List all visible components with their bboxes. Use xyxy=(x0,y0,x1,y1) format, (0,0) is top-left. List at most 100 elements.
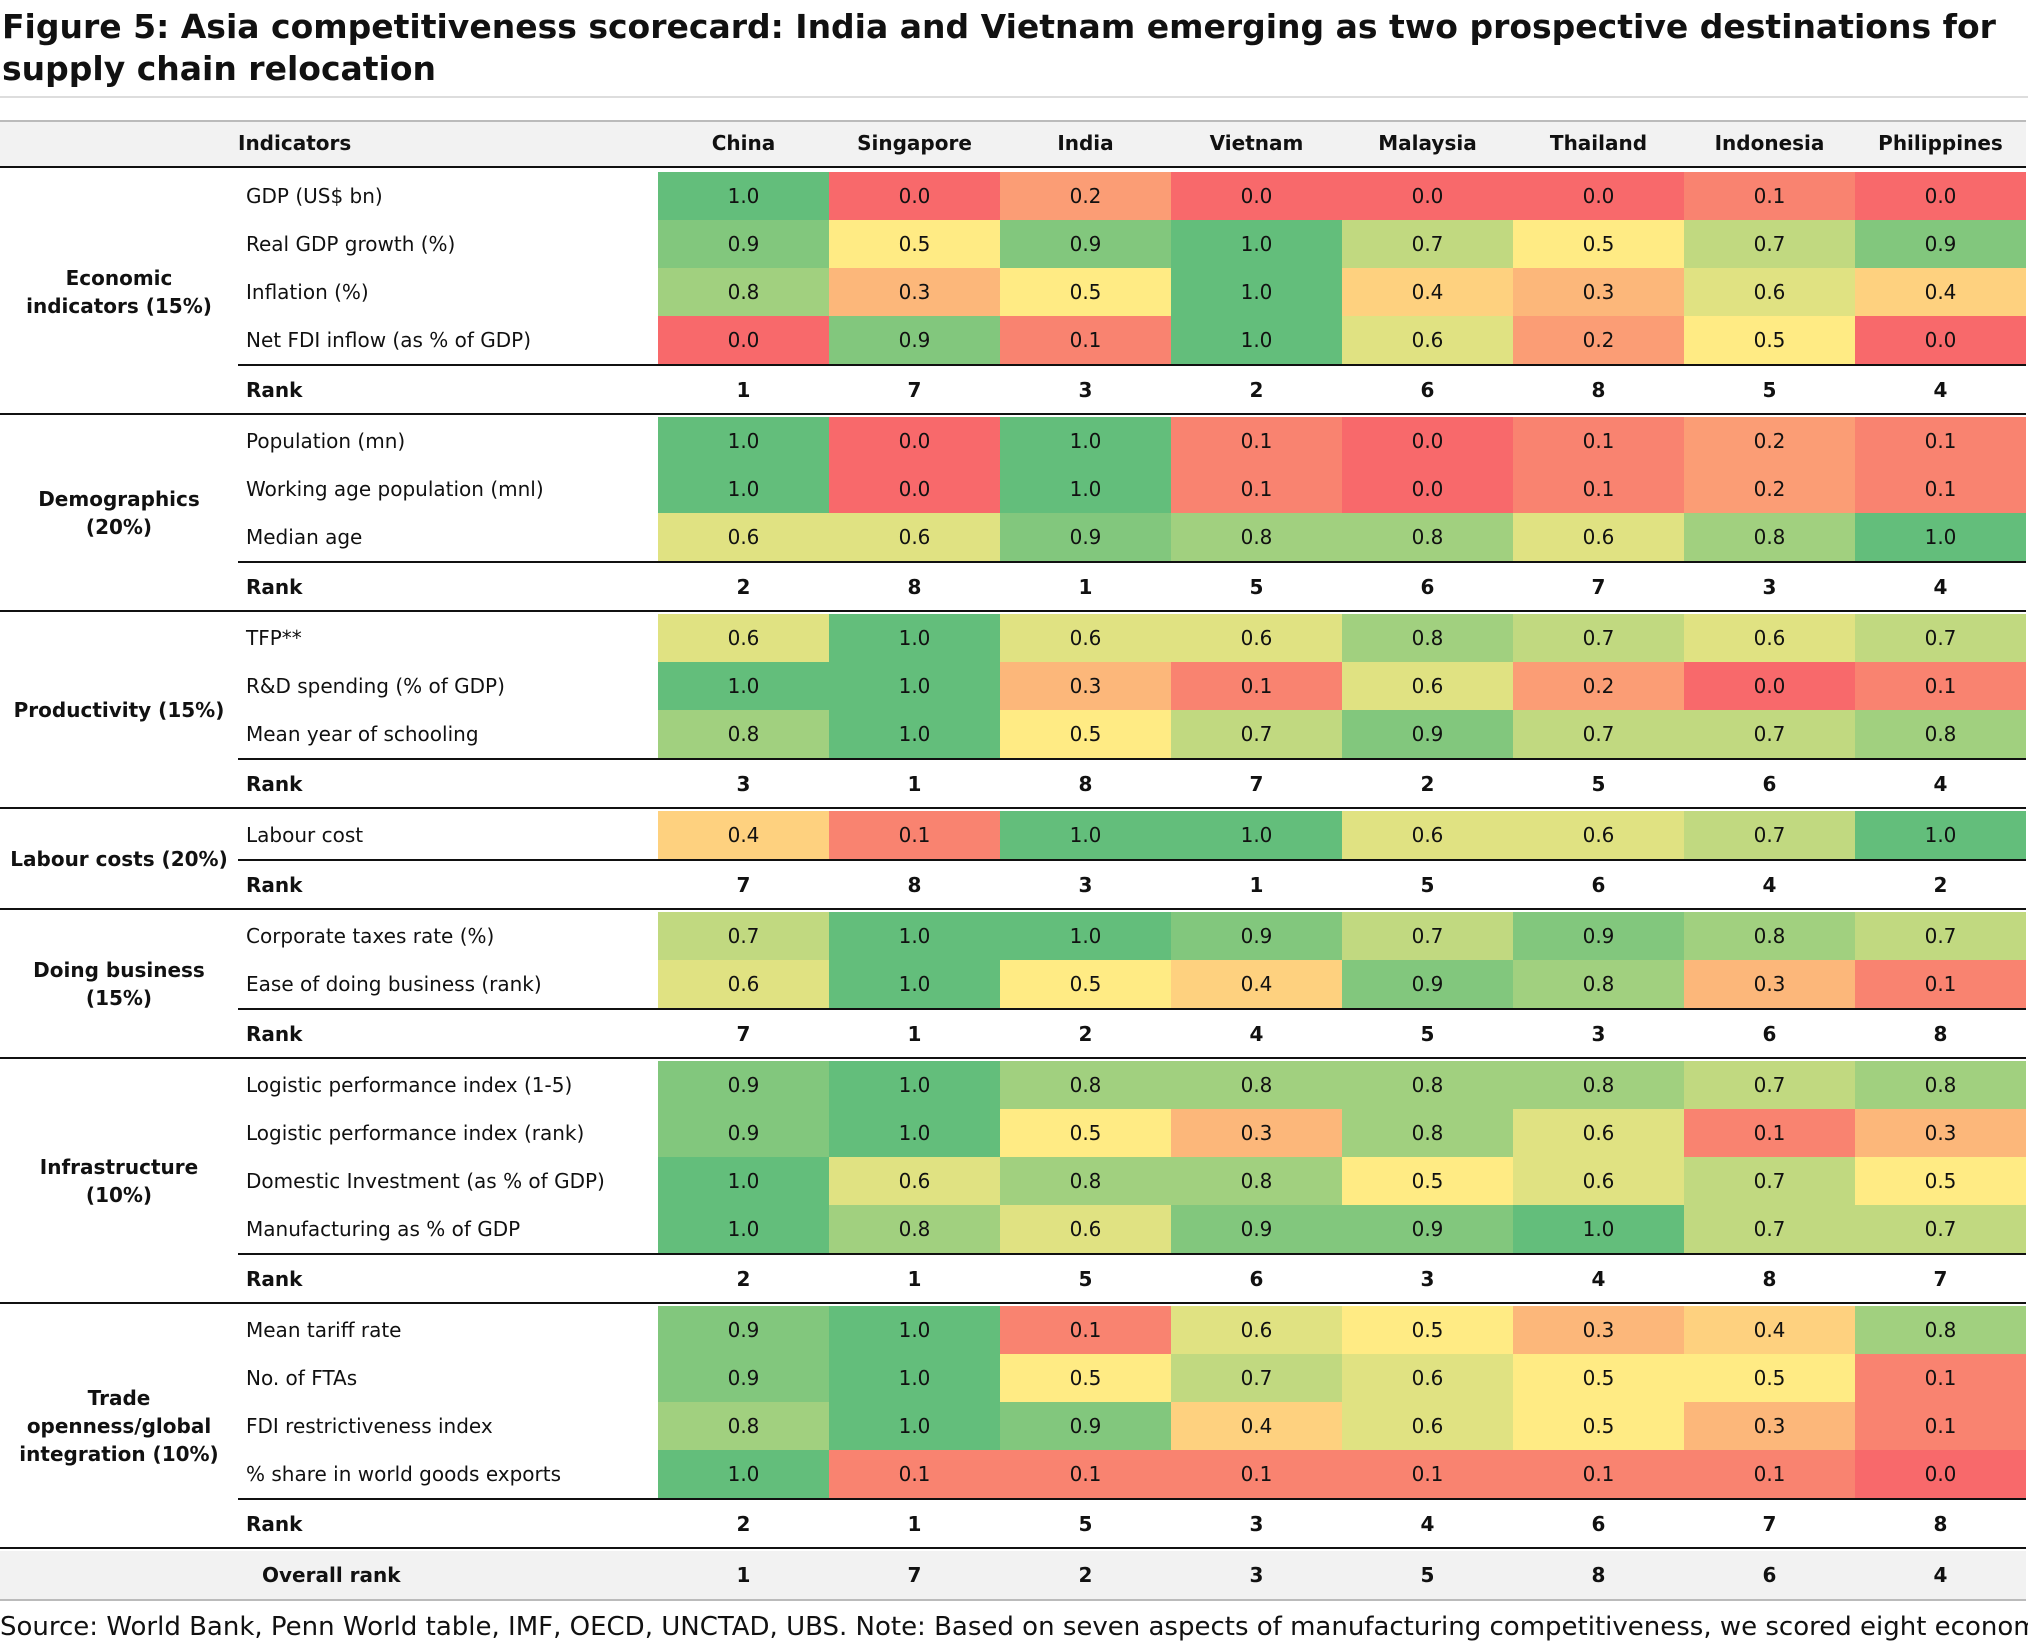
overall-rank: 5 xyxy=(1420,1563,1435,1587)
score-cell: 0.6 xyxy=(1000,1205,1171,1253)
rank-label: Rank xyxy=(246,377,303,402)
score-cell: 0.0 xyxy=(1855,1450,2026,1498)
score-cell: 0.5 xyxy=(1342,1306,1513,1354)
rank-cell: 4 xyxy=(1933,574,1948,599)
score-cell: 0.5 xyxy=(1513,1402,1684,1450)
rank-label: Rank xyxy=(246,1266,303,1291)
score-cell: 0.1 xyxy=(1855,465,2026,513)
score-cell: 0.2 xyxy=(1513,316,1684,364)
group-rule xyxy=(0,1547,2026,1549)
rank-cell: 1 xyxy=(736,377,751,402)
rank-cell: 7 xyxy=(1591,574,1606,599)
score-cell: 0.6 xyxy=(658,614,829,662)
score-cell: 0.0 xyxy=(1171,172,1342,220)
score-cell: 0.2 xyxy=(1684,417,1855,465)
score-cell: 0.9 xyxy=(658,1061,829,1109)
score-cell: 0.9 xyxy=(1000,1402,1171,1450)
score-cell: 0.8 xyxy=(829,1205,1000,1253)
score-cell: 0.5 xyxy=(1513,220,1684,268)
score-cell: 0.4 xyxy=(1171,1402,1342,1450)
indicator-name: Mean year of schooling xyxy=(246,722,479,746)
score-cell: 0.5 xyxy=(1684,316,1855,364)
score-cell: 0.7 xyxy=(1171,1354,1342,1402)
indicator-name: Inflation (%) xyxy=(246,280,369,304)
score-cell: 0.9 xyxy=(658,1306,829,1354)
indicator-name: FDI restrictiveness index xyxy=(246,1414,493,1438)
score-cell: 0.8 xyxy=(1342,614,1513,662)
bottom-rule xyxy=(0,1599,2026,1601)
group-label: Economic indicators (15%) xyxy=(26,265,212,318)
score-cell: 1.0 xyxy=(829,710,1000,758)
rank-cell: 7 xyxy=(1762,1511,1777,1536)
indicator-name: Labour cost xyxy=(246,823,364,847)
rank-cell: 6 xyxy=(1249,1266,1264,1291)
score-cell: 0.6 xyxy=(1513,1157,1684,1205)
score-cell: 0.9 xyxy=(1000,220,1171,268)
score-cell: 0.8 xyxy=(658,268,829,316)
overall-rank: 4 xyxy=(1933,1563,1948,1587)
score-cell: 0.0 xyxy=(829,417,1000,465)
score-cell: 0.4 xyxy=(1342,268,1513,316)
rank-cell: 3 xyxy=(1420,1266,1435,1291)
score-cell: 0.1 xyxy=(1171,417,1342,465)
score-cell: 1.0 xyxy=(1171,316,1342,364)
group-rule xyxy=(0,610,2026,612)
indicator-name: No. of FTAs xyxy=(246,1366,358,1390)
indicator-name: R&D spending (% of GDP) xyxy=(246,674,505,698)
rank-cell: 3 xyxy=(736,771,751,796)
rank-rule xyxy=(238,1253,2026,1255)
title-rule xyxy=(0,96,2028,98)
rank-cell: 6 xyxy=(1591,1511,1606,1536)
score-cell: 0.6 xyxy=(658,513,829,561)
score-cell: 0.5 xyxy=(1000,1109,1171,1157)
score-cell: 0.7 xyxy=(1342,912,1513,960)
rank-rule xyxy=(238,1498,2026,1500)
rank-rule xyxy=(238,561,2026,563)
score-cell: 1.0 xyxy=(1000,811,1171,859)
rank-cell: 8 xyxy=(1591,377,1606,402)
score-cell: 1.0 xyxy=(829,1402,1000,1450)
indicator-name: Logistic performance index (rank) xyxy=(246,1121,585,1145)
score-cell: 0.1 xyxy=(829,811,1000,859)
score-cell: 0.1 xyxy=(1171,662,1342,710)
rank-rule xyxy=(238,758,2026,760)
score-cell: 1.0 xyxy=(1000,417,1171,465)
score-cell: 1.0 xyxy=(829,1354,1000,1402)
score-cell: 0.2 xyxy=(1513,662,1684,710)
score-cell: 0.1 xyxy=(1000,1450,1171,1498)
rank-cell: 1 xyxy=(1249,872,1264,897)
score-cell: 0.6 xyxy=(1342,811,1513,859)
score-cell: 0.7 xyxy=(1684,1205,1855,1253)
score-cell: 1.0 xyxy=(1000,912,1171,960)
rank-cell: 7 xyxy=(736,1021,751,1046)
score-cell: 0.7 xyxy=(1855,614,2026,662)
score-cell: 0.9 xyxy=(1171,912,1342,960)
rank-cell: 8 xyxy=(907,872,922,897)
score-cell: 0.6 xyxy=(1342,662,1513,710)
score-cell: 0.6 xyxy=(1171,614,1342,662)
indicator-name: Median age xyxy=(246,525,363,549)
score-cell: 0.5 xyxy=(1684,1354,1855,1402)
rank-cell: 3 xyxy=(1591,1021,1606,1046)
score-cell: 0.8 xyxy=(658,710,829,758)
rank-cell: 5 xyxy=(1420,872,1435,897)
score-cell: 0.0 xyxy=(829,465,1000,513)
score-cell: 0.7 xyxy=(1684,220,1855,268)
indicator-name: Domestic Investment (as % of GDP) xyxy=(246,1169,605,1193)
score-cell: 0.1 xyxy=(1684,172,1855,220)
rank-cell: 3 xyxy=(1249,1511,1264,1536)
group-label: Doing business (15%) xyxy=(33,957,205,1010)
score-cell: 1.0 xyxy=(658,1450,829,1498)
score-cell: 0.8 xyxy=(1171,513,1342,561)
score-cell: 1.0 xyxy=(1171,268,1342,316)
score-cell: 0.1 xyxy=(1684,1109,1855,1157)
rank-cell: 1 xyxy=(907,1511,922,1536)
score-cell: 0.5 xyxy=(1855,1157,2026,1205)
score-cell: 0.1 xyxy=(1855,417,2026,465)
score-cell: 0.0 xyxy=(658,316,829,364)
rank-cell: 4 xyxy=(1591,1266,1606,1291)
rank-rule xyxy=(238,859,2026,861)
score-cell: 0.0 xyxy=(1342,172,1513,220)
figure-title: Figure 5: Asia competitiveness scorecard… xyxy=(2,7,1996,88)
score-cell: 0.8 xyxy=(1513,960,1684,1008)
